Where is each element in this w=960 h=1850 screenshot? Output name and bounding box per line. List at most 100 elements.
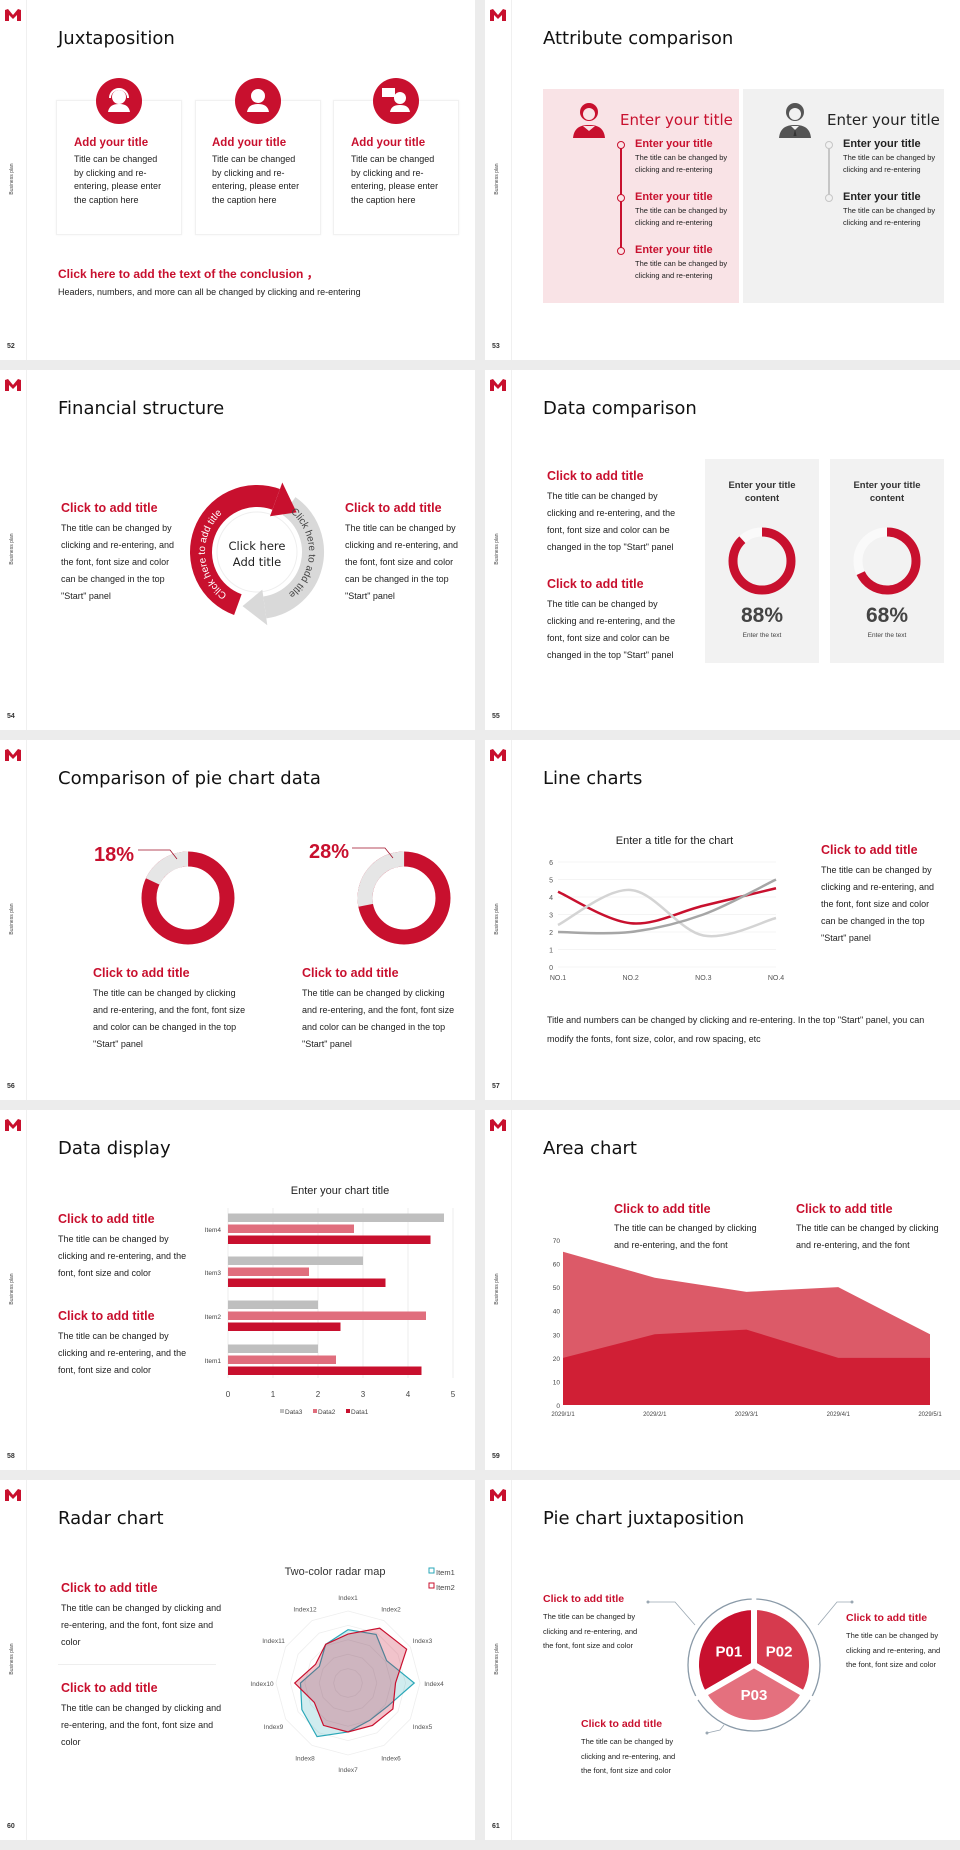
item-body: The title can be changed by clicking and… [547, 599, 676, 660]
slide-61[interactable]: Business plan 61 Pie chart juxtaposition… [485, 1480, 960, 1840]
timeline-dot [825, 194, 833, 202]
right-panel [743, 89, 944, 303]
y-category-label: Item4 [205, 1227, 222, 1234]
radar-chart: Index1 Index2 Index3 Index4 Index5 Index6 Inde… [250, 1567, 455, 1774]
x-tick-label: NO.3 [695, 975, 711, 982]
segment-label: P03 [741, 1687, 768, 1704]
item-title: Enter your title [635, 138, 713, 150]
slide-58[interactable]: Business plan 58 Data display Click to a… [0, 1110, 475, 1470]
slide-53[interactable]: Business plan 53 Attribute comparison En… [485, 0, 960, 360]
brand-logo-icon [5, 1489, 21, 1501]
radar-ring [304, 1639, 392, 1727]
page-number: 57 [492, 1083, 500, 1090]
y-tick-label: 40 [553, 1309, 561, 1316]
item-title: Click to add title [61, 1681, 158, 1695]
slide-title: Data comparison [543, 398, 697, 419]
legend-swatch [313, 1409, 317, 1413]
brand-logo-icon [5, 9, 21, 21]
item-body: The title can be changed by clicking and… [635, 153, 728, 174]
slide-57[interactable]: Business plan 57 Line charts 0 1 2 3 4 5 6 NO.1… [485, 740, 960, 1100]
bar [228, 1355, 336, 1364]
x-tick-label: NO.4 [768, 975, 784, 982]
y-tick-label: 50 [553, 1285, 561, 1292]
radar-ring [275, 1610, 421, 1756]
page-number: 60 [7, 1823, 15, 1830]
line-series [557, 887, 777, 925]
slide-54[interactable]: Business plan 54 Financial structure Cli… [0, 370, 475, 730]
leader-line [138, 849, 178, 860]
x-tick-label: 2029/5/1 [918, 1412, 942, 1418]
cycle-diagram: Click here to add title Click here to add… [190, 482, 324, 626]
slide-55[interactable]: Business plan 55 Data comparison Click t… [485, 370, 960, 730]
user-chat-icon [373, 78, 419, 124]
bar [228, 1366, 422, 1375]
pie-segment [699, 1661, 809, 1726]
ring-gap [693, 1695, 700, 1702]
slide-52[interactable]: Business plan 52 Juxtaposition Add your … [0, 0, 475, 360]
donut-charts [728, 527, 921, 595]
legend-label: Data1 [351, 1409, 369, 1416]
item-body: The title can be changed by clicking and… [635, 206, 728, 227]
donut-gray-portion [141, 851, 235, 945]
slide-sidebar: Business plan 54 [0, 370, 27, 730]
radar-ring [289, 1624, 407, 1742]
x-tick-label: 4 [406, 1390, 411, 1399]
item-body: The title can be changed by clicking and… [547, 491, 676, 552]
right-heading: Enter your title [827, 111, 940, 129]
item-title: Click to add title [796, 1202, 893, 1216]
left-heading: Enter your title [620, 111, 733, 129]
y-tick-label: 20 [553, 1356, 561, 1363]
slide-56[interactable]: Business plan 56 Comparison of pie chart… [0, 740, 475, 1100]
page-number: 59 [492, 1453, 500, 1460]
footer-text: Title and numbers can be changed by clic… [547, 1015, 925, 1044]
percent-label: 28% [309, 841, 350, 863]
axis-label: Index11 [262, 1638, 285, 1645]
item-body: The title can be changed by clicking and… [581, 1737, 676, 1775]
stat-title: Enter your title content [728, 480, 796, 504]
slide-59[interactable]: Business plan 59 Area chart 0 10 20 30 40 50 6… [485, 1110, 960, 1470]
slide-sidebar: Business plan 58 [0, 1110, 27, 1470]
x-tick-label: NO.1 [550, 975, 566, 982]
chart-title: Two-color radar map [284, 1566, 386, 1578]
red-arc [190, 485, 280, 615]
center-line-2: Add title [232, 555, 282, 569]
center-label: Click here Add title [217, 538, 297, 570]
segment-label: P01 [716, 1644, 743, 1661]
chart-title: Click to add title [302, 966, 399, 980]
slide-60[interactable]: Business plan 60 Radar chart Click to ad… [0, 1480, 475, 1840]
slide-title: Radar chart [58, 1508, 164, 1529]
center-circle [216, 511, 298, 593]
chart-title: Enter your chart title [290, 1185, 390, 1197]
side-label: Business plan [9, 163, 15, 195]
card-body: Title can be changed by clicking and re-… [212, 154, 300, 205]
item-title: Click to add title [846, 1612, 928, 1624]
bar [228, 1267, 309, 1276]
y-tick-label: 3 [549, 913, 553, 920]
item-body: The title can be changed by clicking and… [843, 206, 936, 227]
y-category-label: Item2 [205, 1314, 222, 1321]
item-title: Enter your title [843, 138, 921, 150]
line-series [557, 888, 777, 938]
x-tick-label: 2 [316, 1390, 321, 1399]
item-title: Click to add title [581, 1718, 663, 1730]
bar [228, 1311, 426, 1320]
conclusion-text: Headers, numbers, and more can all be ch… [58, 287, 361, 297]
radar-ring [318, 1653, 378, 1713]
donut-charts [138, 847, 451, 945]
connector-line [817, 1601, 852, 1626]
axis-label: Index5 [413, 1724, 433, 1731]
timeline-dot [617, 141, 625, 149]
y-tick-label: 1 [549, 948, 553, 955]
slide-sidebar: Business plan 57 [485, 740, 512, 1100]
x-tick-label: NO.2 [622, 975, 638, 982]
item-body: The title can be changed by clicking and… [543, 1612, 638, 1650]
item-title: Click to add title [547, 469, 644, 483]
male-user-icon [779, 103, 811, 138]
item-title: Click to add title [614, 1202, 711, 1216]
bar [228, 1300, 318, 1309]
x-tick-label: 0 [226, 1390, 231, 1399]
page-number: 52 [7, 343, 15, 350]
slide-sidebar: Business plan 61 [485, 1480, 512, 1840]
percent-label: 18% [94, 844, 135, 866]
donut-value [728, 527, 796, 595]
